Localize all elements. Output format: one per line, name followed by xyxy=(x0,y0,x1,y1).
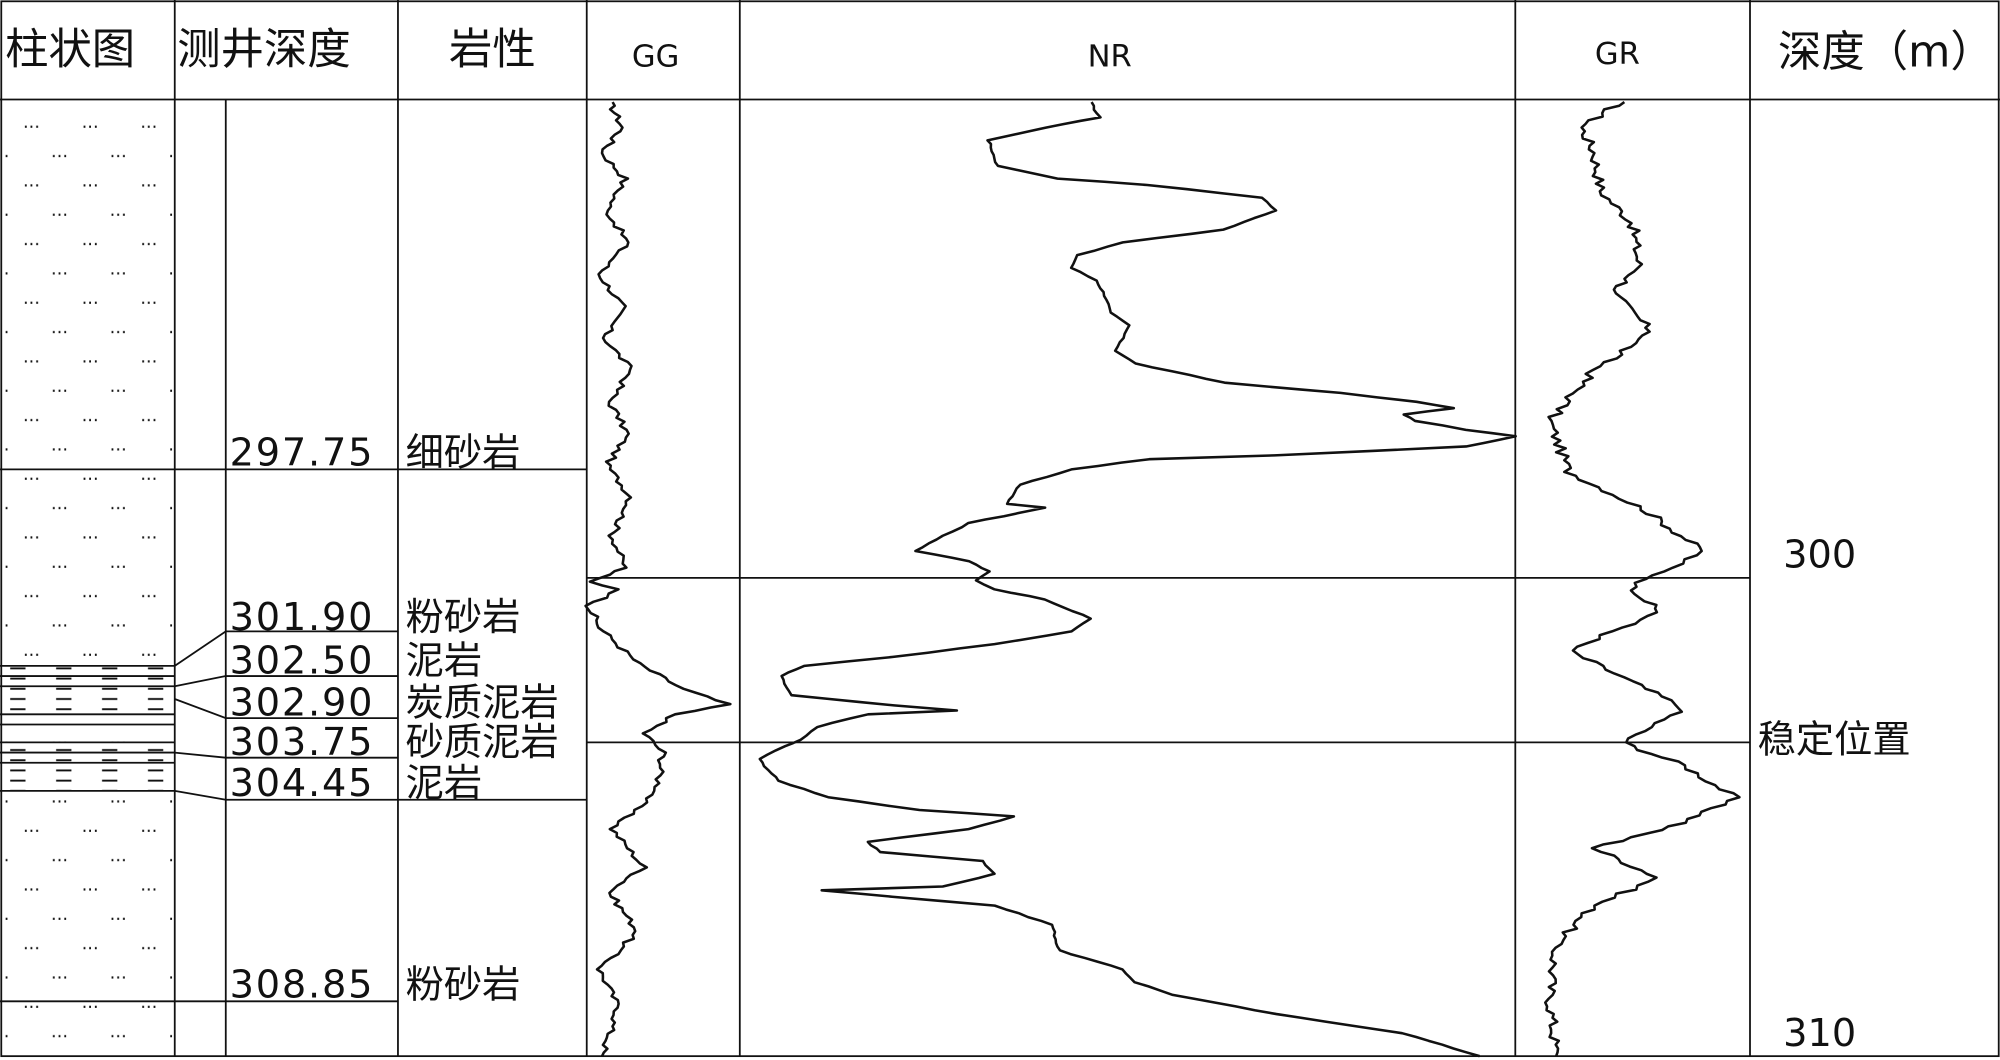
nr-curve xyxy=(758,101,1517,1058)
header: NR xyxy=(1088,39,1132,74)
header: 岩性 xyxy=(449,25,536,75)
layer-lithology: 粉砂岩 xyxy=(406,595,521,640)
depth-label: 310 xyxy=(1783,1011,1856,1056)
header: GR xyxy=(1595,37,1640,72)
layer-depth: 301.90 xyxy=(230,595,373,640)
layer-depth: 303.75 xyxy=(230,720,373,765)
gr-curve xyxy=(1544,101,1741,1057)
header: 柱状图 xyxy=(5,25,135,75)
layer-depth: 302.50 xyxy=(230,638,373,683)
headers: 柱状图 测井深度 岩性 GG NR GR 深度（m） xyxy=(5,25,1994,78)
layer-depth: 308.85 xyxy=(230,962,373,1007)
gg-curve xyxy=(584,101,732,1057)
layer-depth: 302.90 xyxy=(230,681,373,726)
layer-depth: 297.75 xyxy=(230,431,373,476)
header: 测井深度 xyxy=(177,25,350,75)
layer-lithology: 砂质泥岩 xyxy=(406,720,559,765)
layer-labels: 297.75 细砂岩 301.90 粉砂岩 302.50 泥岩 302.90 炭质泥岩 303.… xyxy=(230,431,559,1008)
depth-label: 稳定位置 xyxy=(1758,718,1911,763)
layer-lithology: 细砂岩 xyxy=(406,431,521,476)
header: GG xyxy=(632,39,679,74)
layer-lithology: 泥岩 xyxy=(406,761,483,806)
lithology-column xyxy=(2,102,175,1057)
layer-lithology: 炭质泥岩 xyxy=(406,681,559,726)
layer-depth: 304.45 xyxy=(230,761,373,806)
layer-lithology: 粉砂岩 xyxy=(406,962,521,1007)
layer-lithology: 泥岩 xyxy=(406,638,483,683)
header: 深度（m） xyxy=(1778,27,1994,77)
depth-label: 300 xyxy=(1783,533,1856,578)
